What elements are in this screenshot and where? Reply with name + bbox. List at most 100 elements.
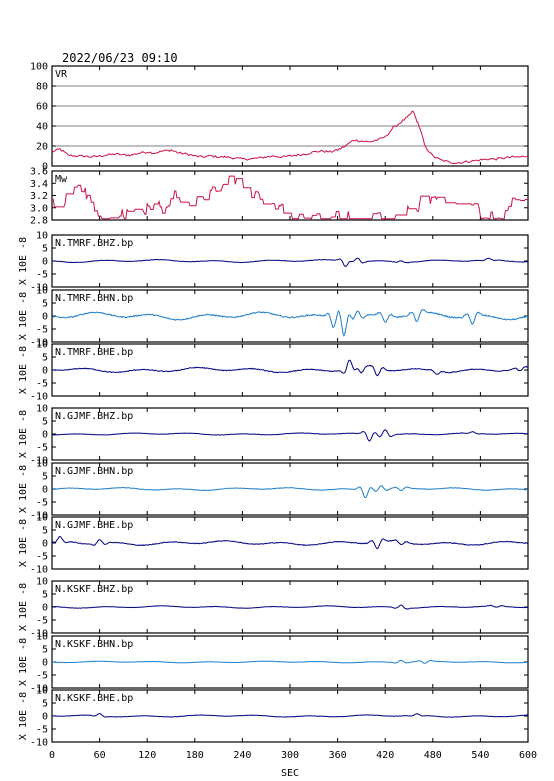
panel-n-kskf-bhn-bp: -10 -5 0 5 10 N.KSKF.BHN.bp X 10E -8 (18, 632, 529, 695)
panel-label: N.KSKF.BHE.bp (55, 693, 133, 704)
panel-vr: 0 20 40 60 80 100 VR (30, 62, 529, 173)
series-line (51, 485, 528, 499)
y-tick-label: 3.4 (30, 179, 48, 190)
x-tick-label: 60 (94, 750, 106, 761)
y-tick-label: -5 (36, 443, 48, 454)
y-tick-label: -10 (30, 684, 48, 695)
y-tick-label: 5 (42, 417, 48, 428)
y-tick-label: 10 (36, 513, 48, 524)
panel-label: N.KSKF.BHZ.bp (55, 584, 133, 595)
x-tick-label: 360 (329, 750, 347, 761)
y-axis-label: X 10E -8 (18, 410, 29, 458)
y-tick-label: 0 (42, 485, 48, 496)
y-tick-label: 5 (42, 472, 48, 483)
y-axis-label: X 10E -8 (18, 465, 29, 513)
y-tick-label: 3.2 (30, 191, 48, 202)
y-axis-label: X 10E -8 (18, 583, 29, 631)
y-tick-label: 5 (42, 299, 48, 310)
panel-n-tmrf-bhz-bp: -10 -5 0 5 10 N.TMRF.BHZ.bp X 10E -8 (18, 231, 529, 294)
panel-n-tmrf-bhe-bp: -10 -5 0 5 10 N.TMRF.BHE.bp X 10E -8 (18, 340, 529, 403)
y-tick-label: 20 (36, 142, 48, 153)
y-tick-label: 0 (42, 539, 48, 550)
series-line (51, 110, 529, 165)
y-axis-label: X 10E -8 (18, 346, 29, 394)
x-axis: 0 60 120 180 240 300 360 420 480 540 600 (49, 750, 537, 761)
y-tick-label: 10 (36, 231, 48, 242)
panel-n-gjmf-bhe-bp: -10 -5 0 5 10 N.GJMF.BHE.bp X 10E -8 (18, 513, 529, 576)
x-tick-label: 240 (233, 750, 251, 761)
y-tick-label: 3.6 (30, 167, 48, 178)
y-tick-label: 10 (36, 459, 48, 470)
y-tick-label: 10 (36, 286, 48, 297)
y-tick-label: 5 (42, 526, 48, 537)
series-line (51, 712, 529, 718)
panel-label: N.GJMF.BHN.bp (55, 466, 133, 477)
panel-label: N.TMRF.BHE.bp (55, 347, 133, 358)
panel-mw: 2.8 3.03.23.43.6 Mw (30, 167, 529, 227)
x-tick-label: 0 (49, 750, 55, 761)
x-axis-label: SEC (281, 768, 299, 779)
y-tick-label: 10 (36, 686, 48, 697)
series-line (51, 257, 528, 268)
y-tick-label: -10 (30, 283, 48, 294)
y-tick-label: -5 (36, 552, 48, 563)
y-tick-label: 40 (36, 122, 48, 133)
y-tick-label: -5 (36, 379, 48, 390)
series-line (51, 535, 529, 550)
y-axis-label: X 10E -8 (18, 237, 29, 285)
panel-n-kskf-bhz-bp: -10 -5 0 5 10 N.KSKF.BHZ.bp X 10E -8 (18, 577, 529, 640)
y-tick-label: 10 (36, 632, 48, 643)
x-tick-label: 180 (186, 750, 204, 761)
y-tick-label: 10 (36, 577, 48, 588)
x-tick-label: 420 (376, 750, 394, 761)
y-axis-label: X 10E -8 (18, 292, 29, 340)
panel-n-tmrf-bhn-bp: -10 -5 0 5 10 N.TMRF.BHN.bp X 10E -8 (18, 286, 529, 349)
y-tick-label: 5 (42, 590, 48, 601)
y-tick-label: 2.8 (30, 216, 48, 227)
series-line (51, 604, 529, 610)
panel-label: N.TMRF.BHZ.bp (55, 238, 133, 249)
panel-label: N.TMRF.BHN.bp (55, 293, 133, 304)
panel-frame (51, 65, 529, 167)
y-axis-label: X 10E -8 (18, 692, 29, 740)
y-axis-label: X 10E -8 (18, 638, 29, 686)
y-tick-label: 60 (36, 102, 48, 113)
y-tick-label: 80 (36, 82, 48, 93)
y-tick-label: -5 (36, 270, 48, 281)
x-tick-label: 300 (281, 750, 299, 761)
series-line (51, 659, 529, 664)
y-tick-label: 3.0 (30, 203, 48, 214)
y-tick-label: 10 (36, 404, 48, 415)
panel-label: VR (55, 69, 68, 80)
x-tick-label: 600 (519, 750, 537, 761)
y-tick-label: 0 (42, 430, 48, 441)
y-tick-label: -10 (30, 738, 48, 749)
y-tick-label: 0 (42, 603, 48, 614)
y-tick-label: 0 (42, 366, 48, 377)
panel-n-kskf-bhe-bp: -10 -5 0 5 10 N.KSKF.BHE.bp X 10E -8 (18, 686, 529, 749)
x-tick-label: 480 (424, 750, 442, 761)
y-tick-label: 0 (42, 312, 48, 323)
series-line (52, 309, 529, 337)
panel-label: N.GJMF.BHE.bp (55, 520, 133, 531)
y-tick-label: 5 (42, 353, 48, 364)
y-tick-label: -10 (30, 338, 48, 349)
y-tick-label: 0 (42, 257, 48, 268)
y-axis-label: X 10E -8 (18, 519, 29, 567)
y-tick-label: 5 (42, 244, 48, 255)
panel-label: Mw (55, 174, 68, 185)
y-tick-label: 0 (42, 162, 48, 173)
y-tick-label: -10 (30, 456, 48, 467)
y-tick-label: 0 (42, 712, 48, 723)
y-tick-label: 5 (42, 699, 48, 710)
panel-n-gjmf-bhz-bp: -10 -5 0 5 10 N.GJMF.BHZ.bp X 10E -8 (18, 404, 529, 467)
panel-label: N.KSKF.BHN.bp (55, 639, 133, 650)
y-tick-label: -5 (36, 616, 48, 627)
x-tick-label: 120 (138, 750, 156, 761)
panels-group: 020406080100VR2.83.03.23.43.6Mw-10-50510… (18, 62, 529, 749)
y-tick-label: -10 (30, 511, 48, 522)
y-tick-label: -10 (30, 565, 48, 576)
chart-title: 2022/06/23 09:10 (62, 51, 178, 65)
panel-n-gjmf-bhn-bp: -10 -5 0 5 10 N.GJMF.BHN.bp X 10E -8 (18, 459, 529, 522)
